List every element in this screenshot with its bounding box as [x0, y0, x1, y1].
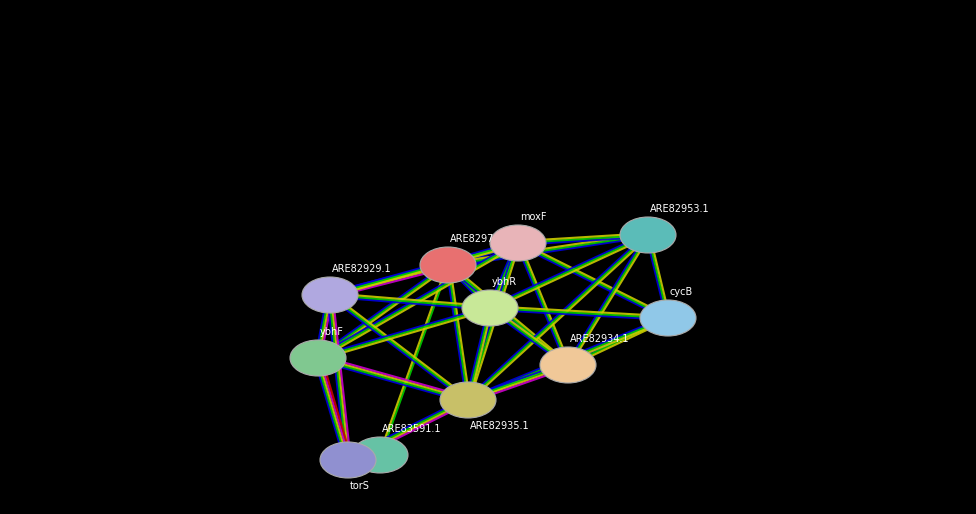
Text: cycB: cycB [670, 287, 693, 297]
Ellipse shape [490, 225, 546, 261]
Text: ybhR: ybhR [492, 277, 517, 287]
Text: moxF: moxF [520, 212, 547, 222]
Text: ARE8297: ARE8297 [450, 234, 495, 244]
Ellipse shape [462, 290, 518, 326]
Ellipse shape [290, 340, 346, 376]
Text: ARE83591.1: ARE83591.1 [382, 424, 441, 434]
Text: ARE82935.1: ARE82935.1 [470, 421, 530, 431]
Ellipse shape [640, 300, 696, 336]
Text: ybhF: ybhF [320, 327, 344, 337]
Ellipse shape [320, 442, 376, 478]
Ellipse shape [420, 247, 476, 283]
Text: torS: torS [350, 481, 370, 491]
Ellipse shape [302, 277, 358, 313]
Text: ARE82929.1: ARE82929.1 [332, 264, 391, 274]
Ellipse shape [540, 347, 596, 383]
Text: ARE82953.1: ARE82953.1 [650, 204, 710, 214]
Ellipse shape [620, 217, 676, 253]
Text: ARE82934.1: ARE82934.1 [570, 334, 630, 344]
Ellipse shape [352, 437, 408, 473]
Ellipse shape [440, 382, 496, 418]
